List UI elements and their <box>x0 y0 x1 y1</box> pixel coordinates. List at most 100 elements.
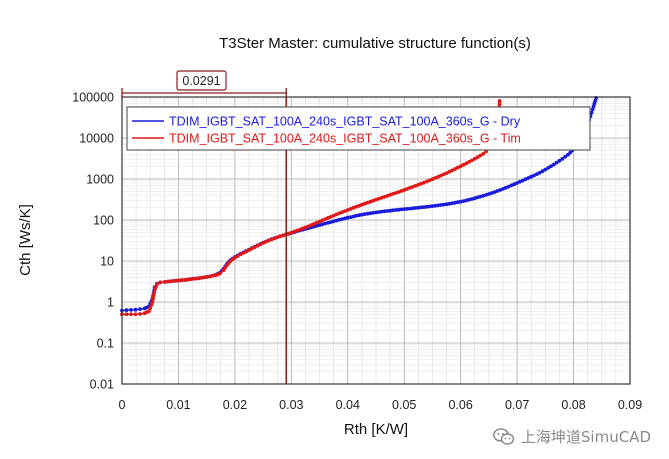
data-point <box>405 187 409 191</box>
data-point <box>182 278 187 282</box>
data-point <box>557 158 562 163</box>
data-point <box>436 203 440 208</box>
data-point <box>218 271 223 276</box>
data-point <box>467 197 471 202</box>
data-point <box>249 246 254 251</box>
data-point <box>554 160 559 165</box>
x-tick-label: 0.03 <box>279 398 303 412</box>
data-point <box>124 312 129 317</box>
data-point <box>382 209 387 214</box>
data-point <box>441 172 446 177</box>
data-point <box>196 276 201 281</box>
data-point <box>365 211 370 216</box>
y-tick-label: 10000 <box>79 132 114 146</box>
legend-box <box>126 106 591 151</box>
data-point <box>365 200 370 205</box>
data-point <box>405 207 409 211</box>
data-point <box>238 252 243 257</box>
cursor-marker[interactable]: 0.0291 <box>121 70 288 384</box>
data-point <box>152 290 157 295</box>
data-point <box>461 162 466 167</box>
data-point <box>129 312 133 317</box>
data-point <box>472 156 477 161</box>
data-point <box>478 153 483 158</box>
data-point <box>205 275 210 279</box>
data-point <box>150 300 155 304</box>
data-point <box>314 220 319 225</box>
data-point <box>354 204 359 209</box>
data-point <box>447 201 452 206</box>
data-point <box>244 249 249 254</box>
y-axis-title: Cth [Ws/K] <box>17 204 34 276</box>
data-point <box>391 208 395 213</box>
series-2 <box>120 99 502 317</box>
data-point <box>393 208 398 212</box>
data-point <box>413 206 418 210</box>
data-point <box>532 173 536 178</box>
data-point <box>563 154 567 159</box>
data-point <box>314 224 319 228</box>
data-point <box>419 205 424 210</box>
y-tick-label: 100 <box>93 214 114 228</box>
data-point <box>427 204 432 209</box>
legend: TDIM_IGBT_SAT_100A_240s_IGBT_SAT_100A_36… <box>126 106 591 151</box>
data-point <box>158 280 163 285</box>
x-tick-label: 0.01 <box>166 398 190 412</box>
data-point <box>202 275 207 280</box>
y-tick-label: 0.01 <box>90 378 114 392</box>
data-point <box>354 213 359 218</box>
data-point <box>376 210 381 214</box>
data-point <box>379 195 384 200</box>
data-point <box>328 214 333 219</box>
data-point <box>171 279 176 283</box>
y-tick-label: 100000 <box>72 91 114 105</box>
data-point <box>303 225 308 230</box>
data-point <box>233 255 237 260</box>
data-point <box>590 107 595 112</box>
data-point <box>168 279 173 284</box>
y-axis-ticks: 0.01 0.1 1 10 100 1000 10000 100000 <box>72 91 114 392</box>
data-point <box>560 157 565 161</box>
legend-entry-label: TDIM_IGBT_SAT_100A_240s_IGBT_SAT_100A_36… <box>169 132 521 146</box>
x-tick-label: 0 <box>119 398 126 412</box>
x-axis-title: Rth [K/W] <box>344 421 408 438</box>
y-tick-label: 1 <box>107 296 114 310</box>
x-tick-label: 0.02 <box>223 398 247 412</box>
cursor-value-box <box>176 70 227 91</box>
data-point <box>551 162 556 167</box>
data-point <box>396 207 401 212</box>
data-point <box>179 278 184 283</box>
data-point <box>458 164 463 169</box>
x-tick-label: 0.07 <box>505 398 529 412</box>
data-point <box>481 152 486 156</box>
data-point <box>450 168 455 173</box>
data-series <box>120 96 599 317</box>
data-point <box>163 280 167 284</box>
data-point <box>408 206 412 211</box>
data-point <box>264 239 268 244</box>
data-point <box>328 220 333 225</box>
data-point <box>589 110 594 115</box>
data-point <box>410 206 415 211</box>
x-tick-label: 0.09 <box>618 398 642 412</box>
x-tick-label: 0.05 <box>392 398 416 412</box>
x-tick-label: 0.08 <box>561 398 585 412</box>
chart-title: T3Ster Master: cumulative structure func… <box>219 35 531 52</box>
data-point <box>546 166 551 170</box>
data-point <box>506 184 511 189</box>
data-point <box>455 200 460 205</box>
data-point <box>199 275 204 280</box>
data-point <box>470 158 474 163</box>
data-point <box>422 205 426 210</box>
y-tick-label: 0.1 <box>97 337 114 351</box>
data-point <box>148 306 153 310</box>
data-point <box>357 213 361 218</box>
data-point <box>151 293 156 298</box>
data-point <box>416 182 421 187</box>
y-tick-label: 1000 <box>86 173 114 187</box>
data-point <box>194 276 198 281</box>
data-point <box>177 278 181 283</box>
x-tick-label: 0.06 <box>448 398 472 412</box>
data-point <box>147 309 152 313</box>
data-point <box>133 307 138 312</box>
